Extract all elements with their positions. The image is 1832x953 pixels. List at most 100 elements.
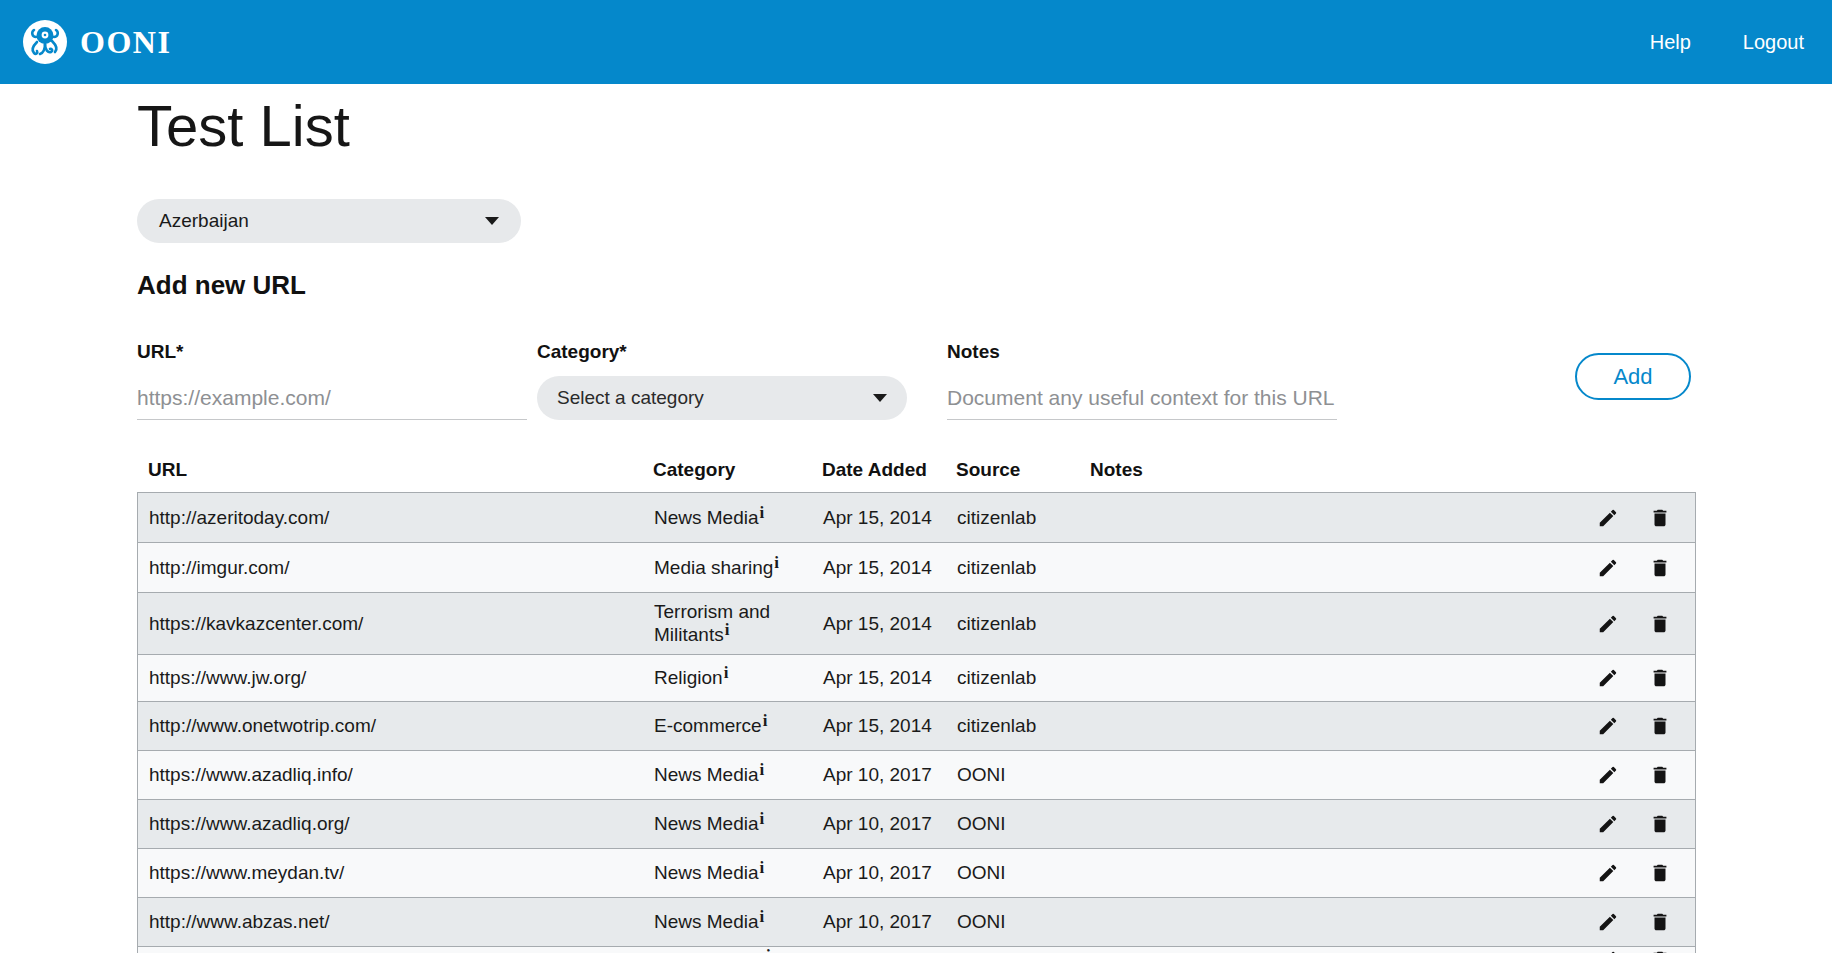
notes-input[interactable] [947, 376, 1337, 420]
source-cell: OONI [957, 862, 1091, 884]
delete-trash-icon[interactable] [1649, 862, 1671, 884]
top-nav: Help Logout [1650, 31, 1804, 54]
edit-pencil-icon[interactable] [1597, 813, 1619, 835]
info-icon[interactable]: i [766, 946, 771, 953]
url-table: http://azeritoday.com/ News Mediai Apr 1… [137, 492, 1696, 953]
info-icon[interactable]: i [724, 663, 729, 682]
chevron-down-icon [485, 217, 499, 225]
row-actions [1591, 813, 1695, 835]
brand-wordmark: OONI [80, 24, 171, 61]
category-cell: News Mediai [654, 861, 823, 885]
row-actions [1591, 949, 1695, 953]
ooni-test-list-page: OONI Help Logout Test List Azerbaijan Ad… [0, 0, 1832, 953]
info-icon[interactable]: i [760, 760, 765, 779]
row-actions [1591, 507, 1695, 529]
row-actions [1591, 613, 1695, 635]
required-asterisk: * [619, 341, 626, 362]
logout-link[interactable]: Logout [1743, 31, 1804, 54]
date-added-cell: Apr 10, 2017 [823, 764, 957, 786]
url-cell: https://kavkazcenter.com/ [149, 613, 654, 635]
info-icon[interactable]: i [760, 503, 765, 522]
top-bar: OONI Help Logout [0, 0, 1832, 84]
edit-pencil-icon[interactable] [1597, 667, 1619, 689]
column-header-category: Category [653, 459, 822, 481]
add-button[interactable]: Add [1575, 353, 1691, 400]
table-row: http://imgur.com/ Media sharingi Apr 15,… [138, 543, 1695, 593]
delete-trash-icon[interactable] [1649, 813, 1671, 835]
url-cell: https://www.jw.org/ [149, 667, 654, 689]
category-select-value: Select a category [557, 387, 704, 409]
url-cell: http://imgur.com/ [149, 557, 654, 579]
date-added-cell: Apr 10, 2017 [823, 862, 957, 884]
category-select[interactable]: Select a category [537, 376, 907, 420]
date-added-cell: Apr 15, 2014 [823, 507, 957, 529]
category-cell: News Mediai [654, 812, 823, 836]
edit-pencil-icon[interactable] [1597, 557, 1619, 579]
source-cell: citizenlab [957, 557, 1091, 579]
delete-trash-icon[interactable] [1649, 715, 1671, 737]
table-row: http://www.abzas.net/ News Mediai Apr 10… [138, 898, 1695, 947]
date-added-cell: Apr 10, 2017 [823, 813, 957, 835]
table-row: https://kavkazcenter.com/ Terrorism and … [138, 593, 1695, 655]
delete-trash-icon[interactable] [1649, 613, 1671, 635]
column-header-notes: Notes [1090, 459, 1696, 481]
url-cell: http://www.onetwotrip.com/ [149, 715, 654, 737]
edit-pencil-icon[interactable] [1597, 764, 1619, 786]
category-cell: News Mediai [654, 763, 823, 787]
date-added-cell: Apr 10, 2017 [823, 911, 957, 933]
table-row: https://www.jw.org/ Religioni Apr 15, 20… [138, 655, 1695, 702]
edit-pencil-icon[interactable] [1597, 949, 1619, 953]
info-icon[interactable]: i [760, 809, 765, 828]
delete-trash-icon[interactable] [1649, 667, 1671, 689]
row-actions [1591, 862, 1695, 884]
category-field-label: Category* [537, 341, 627, 363]
info-icon[interactable]: i [760, 858, 765, 877]
url-cell: https://www.azadliq.info/ [149, 764, 654, 786]
url-cell: https://www.meydan.tv/ [149, 862, 654, 884]
category-cell: Religioni [654, 666, 823, 690]
category-cell: News Mediai [654, 506, 823, 530]
source-cell: OONI [957, 813, 1091, 835]
info-icon[interactable]: i [725, 620, 730, 639]
delete-trash-icon[interactable] [1649, 949, 1671, 953]
edit-pencil-icon[interactable] [1597, 715, 1619, 737]
category-cell: News Mediai [654, 910, 823, 934]
edit-pencil-icon[interactable] [1597, 911, 1619, 933]
category-cell: E-commercei [654, 714, 823, 738]
delete-trash-icon[interactable] [1649, 764, 1671, 786]
country-select-value: Azerbaijan [159, 210, 249, 232]
table-header-row: URL Category Date Added Source Notes [137, 459, 1696, 481]
table-row: https://www.azadliq.org/ News Mediai Apr… [138, 800, 1695, 849]
chevron-down-icon [873, 394, 887, 402]
country-select[interactable]: Azerbaijan [137, 199, 521, 243]
notes-field-label: Notes [947, 341, 1000, 363]
table-row: http://www.onetwotrip.com/ E-commercei A… [138, 702, 1695, 751]
row-actions [1591, 715, 1695, 737]
edit-pencil-icon[interactable] [1597, 507, 1619, 529]
info-icon[interactable]: i [763, 711, 768, 730]
ooni-octopus-logo-icon [22, 19, 68, 65]
delete-trash-icon[interactable] [1649, 507, 1671, 529]
table-row: http://azeritoday.com/ News Mediai Apr 1… [138, 493, 1695, 543]
table-row: https://www.azadliq.info/ News Mediai Ap… [138, 751, 1695, 800]
edit-pencil-icon[interactable] [1597, 613, 1619, 635]
url-field-label: URL* [137, 341, 183, 363]
url-cell: https://www.azadliq.org/ [149, 813, 654, 835]
delete-trash-icon[interactable] [1649, 911, 1671, 933]
column-header-source: Source [956, 459, 1090, 481]
url-cell: http://www.abzas.net/ [149, 911, 654, 933]
delete-trash-icon[interactable] [1649, 557, 1671, 579]
date-added-cell: Apr 15, 2014 [823, 557, 957, 579]
category-cell: Terrorism and Militantsi [654, 600, 823, 647]
row-actions [1591, 911, 1695, 933]
source-cell: OONI [957, 911, 1091, 933]
source-cell: citizenlab [957, 667, 1091, 689]
info-icon[interactable]: i [774, 553, 779, 572]
column-header-url: URL [148, 459, 653, 481]
help-link[interactable]: Help [1650, 31, 1691, 54]
edit-pencil-icon[interactable] [1597, 862, 1619, 884]
date-added-cell: Apr 15, 2014 [823, 613, 957, 635]
url-input[interactable] [137, 376, 527, 420]
info-icon[interactable]: i [760, 907, 765, 926]
source-cell: citizenlab [957, 507, 1091, 529]
